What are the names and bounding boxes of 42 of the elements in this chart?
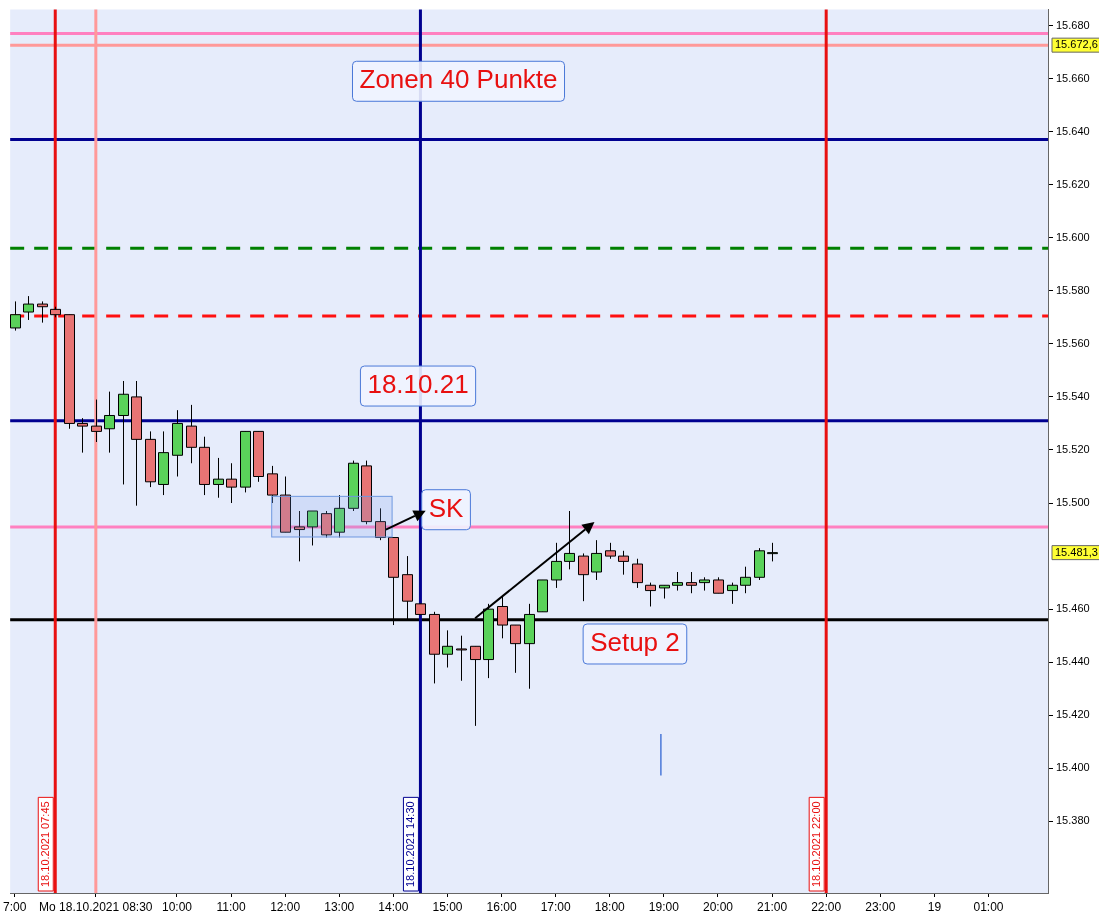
- annotation: Zonen 40 Punkte: [359, 64, 558, 95]
- y-tick-label: 15.660: [1056, 71, 1090, 84]
- y-tick-label: 15.580: [1056, 283, 1090, 296]
- y-tick-label: 15.460: [1056, 602, 1090, 615]
- x-tick-label: 21:00: [757, 899, 788, 914]
- y-tick-label: 15.420: [1056, 708, 1090, 721]
- y-tick-label: 15.520: [1056, 443, 1090, 455]
- x-tick-label: 10:00: [161, 899, 193, 914]
- x-tick-label: 16:00: [486, 899, 517, 914]
- x-tick-label: 11:00: [216, 899, 246, 914]
- annotation: Setup 2: [590, 627, 680, 658]
- x-tick-label: 19: [927, 899, 942, 914]
- annotation: 18.10.21: [367, 369, 469, 400]
- y-tick-label: 15.680: [1056, 18, 1090, 31]
- text: 15.481,3: [1055, 545, 1098, 558]
- y-tick-label: 15.380: [1056, 814, 1090, 827]
- ref-line-label: 15.672,6: [1055, 38, 1098, 51]
- y-tick-label: 15.600: [1056, 230, 1090, 243]
- x-tick-label: 19:00: [648, 899, 680, 914]
- y-tick-label: 15.500: [1056, 496, 1090, 509]
- x-tick-label: 22:00: [811, 899, 842, 914]
- y-tick-label: 15.620: [1056, 177, 1090, 190]
- x-tick-label: 17:00: [540, 899, 572, 914]
- x-tick-label: 13:00: [324, 899, 355, 914]
- x-tick-label: 12:00: [270, 899, 301, 914]
- y-tick-label: 15.640: [1056, 124, 1090, 137]
- x-tick-label: 23:00: [865, 899, 896, 914]
- x-tick-label: 15:00: [432, 899, 463, 914]
- y-tick-label: 15.440: [1056, 655, 1090, 668]
- y-tick-label: 15.540: [1056, 389, 1090, 402]
- y-tick-label: 15.560: [1056, 336, 1090, 349]
- x-tick-label: 18:00: [594, 899, 626, 914]
- ref-line-label: 18.10.2021 14:30: [404, 801, 417, 887]
- x-tick-label: 7:00: [3, 899, 27, 914]
- annotation: SK: [428, 492, 465, 523]
- ref-line-label: 18.10.2021 22:00: [810, 801, 823, 887]
- x-tick-label: Mo 18.10.2021 08:30: [39, 899, 153, 914]
- x-tick-label: 01:00: [973, 899, 1004, 914]
- x-tick-label: 20:00: [702, 899, 734, 914]
- y-tick-label: 15.400: [1056, 761, 1090, 774]
- x-tick-label: 14:00: [378, 899, 409, 914]
- ref-line-label: 18.10.2021 07:45: [39, 801, 52, 887]
